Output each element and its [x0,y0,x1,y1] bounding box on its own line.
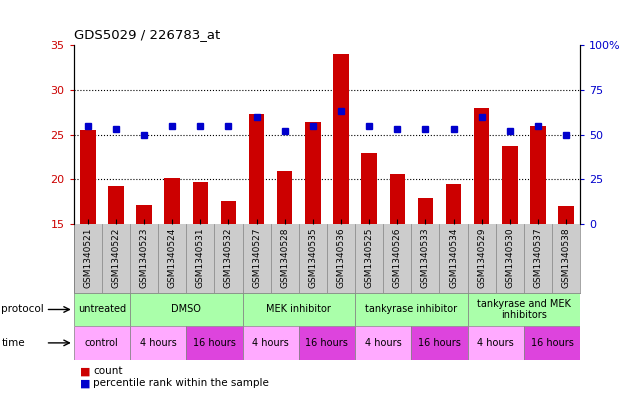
Bar [355,293,467,326]
Text: percentile rank within the sample: percentile rank within the sample [93,378,269,388]
Text: GSM1340532: GSM1340532 [224,228,233,288]
Bar [390,174,405,224]
Bar [474,108,489,224]
Bar [558,206,574,224]
Bar [74,293,130,326]
Text: GSM1340534: GSM1340534 [449,228,458,288]
Bar [108,186,124,224]
Text: tankyrase and MEK
inhibitors: tankyrase and MEK inhibitors [477,299,570,320]
Bar [249,114,264,224]
Text: GSM1340533: GSM1340533 [421,228,430,288]
Bar [412,326,467,360]
Bar [305,122,320,224]
Bar [524,326,580,360]
Text: 4 hours: 4 hours [253,338,289,348]
Text: 16 hours: 16 hours [531,338,574,348]
Bar [530,126,545,224]
Text: GSM1340537: GSM1340537 [533,228,542,288]
Bar [137,205,152,224]
Text: GSM1340535: GSM1340535 [308,228,317,288]
Bar [445,184,462,224]
Bar [192,182,208,224]
Text: GSM1340531: GSM1340531 [196,228,205,288]
Bar [362,153,377,224]
Text: time: time [1,338,25,348]
Bar [355,326,412,360]
Bar [299,326,355,360]
Bar [130,293,242,326]
Text: GSM1340530: GSM1340530 [505,228,514,288]
Text: GSM1340528: GSM1340528 [280,228,289,288]
Text: GSM1340527: GSM1340527 [252,228,261,288]
Bar [165,178,180,224]
Text: GSM1340538: GSM1340538 [562,228,570,288]
Bar [333,54,349,224]
Text: GSM1340522: GSM1340522 [112,228,121,288]
Text: GSM1340524: GSM1340524 [168,228,177,288]
Text: GSM1340536: GSM1340536 [337,228,345,288]
Text: GDS5029 / 226783_at: GDS5029 / 226783_at [74,28,220,41]
Text: 16 hours: 16 hours [418,338,461,348]
Bar [467,326,524,360]
Bar [242,293,355,326]
Text: protocol: protocol [1,305,44,314]
Bar [242,326,299,360]
Text: 4 hours: 4 hours [478,338,514,348]
Text: MEK inhibitor: MEK inhibitor [267,305,331,314]
Text: 4 hours: 4 hours [140,338,176,348]
Bar [277,171,292,224]
Text: DMSO: DMSO [171,305,201,314]
Text: ■: ■ [80,366,90,376]
Bar [80,130,96,224]
Bar [502,146,517,224]
Text: GSM1340525: GSM1340525 [365,228,374,288]
Text: tankyrase inhibitor: tankyrase inhibitor [365,305,458,314]
Text: GSM1340529: GSM1340529 [477,228,486,288]
Bar [130,326,187,360]
Text: 16 hours: 16 hours [193,338,236,348]
Bar [418,198,433,224]
Text: ■: ■ [80,378,90,388]
Text: 16 hours: 16 hours [306,338,348,348]
Bar [187,326,242,360]
Text: GSM1340521: GSM1340521 [83,228,92,288]
Text: GSM1340523: GSM1340523 [140,228,149,288]
Bar [221,201,236,224]
Text: 4 hours: 4 hours [365,338,401,348]
Bar [74,326,130,360]
Text: control: control [85,338,119,348]
Text: untreated: untreated [78,305,126,314]
Bar [467,293,580,326]
Text: GSM1340526: GSM1340526 [393,228,402,288]
Text: count: count [93,366,122,376]
